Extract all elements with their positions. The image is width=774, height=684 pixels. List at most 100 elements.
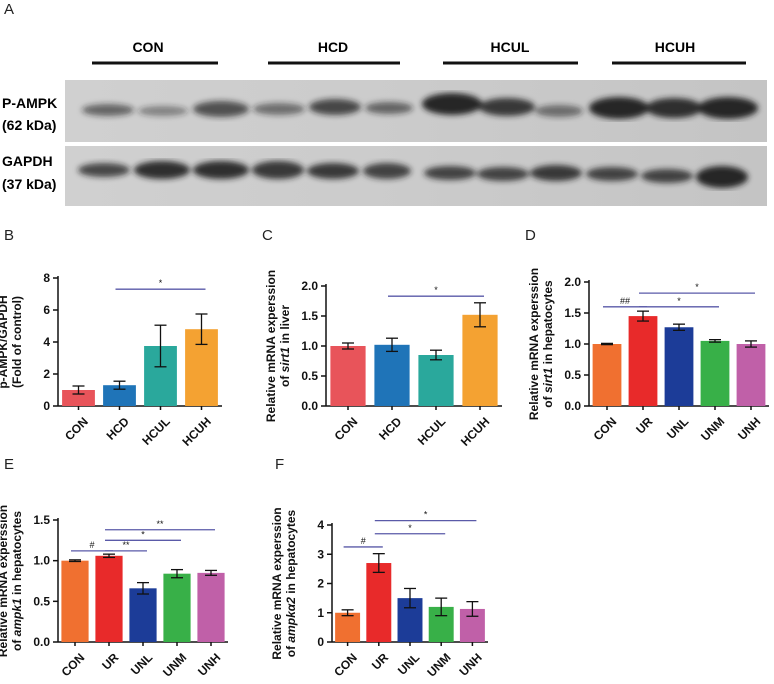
panel-e-bar-ur — [95, 555, 123, 642]
panel-d-category-label-unl: UNL — [664, 414, 691, 441]
panel-c-ylabel-line-1: of sirt1 in liver — [278, 305, 292, 387]
panel-b-category-label-hcuh: HCUH — [179, 414, 213, 448]
panel-e-ytick-label-3: 1.5 — [33, 513, 50, 527]
panel-letter-f: F — [275, 456, 285, 473]
blot-group-label-hcul: HCUL — [491, 39, 530, 55]
panel-b-significance-label-0: * — [159, 278, 163, 288]
panel-d-bar-unh — [736, 344, 766, 406]
panel-e-category-label-unl: UNL — [128, 650, 155, 677]
panel-e-ytick-label-0: 0.0 — [33, 635, 50, 649]
panel-e-ytick-label-2: 1.0 — [33, 554, 50, 568]
panel-e-bar-con — [61, 560, 89, 642]
panel-e-category-label-ur: UR — [99, 650, 121, 672]
panel-e-bar-unh — [197, 572, 225, 642]
panel-e-bar-unl — [129, 588, 157, 642]
panel-d-category-label-con: CON — [591, 414, 620, 443]
panel-d-ytick-label-2: 1.0 — [564, 337, 581, 351]
panel-c-ytick-label-4: 2.0 — [301, 279, 318, 293]
panel-b-ytick-label-0: 0 — [43, 399, 50, 413]
panel-letter-a: A — [4, 1, 15, 18]
panel-d-bar-unl — [664, 327, 694, 406]
chart-panel-f: 0 1 2 3 4 CON UR UNL UNM UNH # * * Relative mRNA expe… — [270, 507, 488, 680]
panel-c-ytick-label-1: 0.5 — [301, 369, 318, 383]
panel-f-category-label-unh: UNH — [456, 650, 484, 678]
panel-c-bar-con — [330, 346, 366, 406]
panel-d-bar-unm — [700, 340, 730, 406]
panel-f-significance-label-1: * — [408, 523, 412, 533]
panel-b-ytick-label-3: 6 — [43, 303, 50, 317]
panel-f-ytick-label-3: 3 — [317, 547, 324, 561]
western-blot: CON HCD HCUL HCUH P-AMPK (62 kDa) GAPDH … — [2, 39, 767, 206]
panel-d-significance-label-1: * — [677, 296, 681, 306]
panel-f-category-label-unm: UNM — [424, 650, 453, 679]
panel-b-category-label-con: CON — [62, 414, 91, 443]
panel-d-ylabel-line-1: of sirt1 in hepatocytes — [541, 280, 555, 408]
panel-f-ytick-label-1: 1 — [317, 606, 324, 620]
panel-d-significance-label-0: ## — [620, 296, 630, 306]
panel-c-ytick-label-0: 0.0 — [301, 399, 318, 413]
panel-e-significance-label-3: ** — [156, 519, 164, 529]
panel-d-significance-label-2: * — [695, 282, 699, 292]
panel-f-ytick-label-4: 4 — [317, 518, 324, 532]
panel-c-category-label-hcuh: HCUH — [458, 414, 492, 448]
panel-d-ytick-label-4: 2.0 — [564, 275, 581, 289]
panel-e-ylabel-line-1: of ampk1 in hepatocytes — [10, 511, 24, 651]
panel-c-ylabel-line-0: Relative mRNA experssion — [264, 270, 278, 422]
blot-row-size-pampk: (62 kDa) — [2, 117, 56, 133]
panel-c-category-label-hcul: HCUL — [415, 414, 448, 447]
panel-e-significance-label-2: * — [141, 529, 145, 539]
panel-d-category-label-unm: UNM — [698, 414, 727, 443]
panel-d-ytick-label-1: 0.5 — [564, 368, 581, 382]
panel-f-ytick-label-0: 0 — [317, 635, 324, 649]
panel-f-bar-ur — [366, 563, 392, 642]
panel-e-category-label-con: CON — [59, 650, 88, 679]
panel-c-bar-hcd — [374, 344, 410, 406]
panel-f-category-label-con: CON — [331, 650, 360, 679]
panel-b-ytick-label-1: 2 — [43, 367, 50, 381]
panel-e-bar-unm — [163, 573, 191, 642]
blot-membrane-pampk — [65, 80, 767, 142]
chart-panel-b: 0 2 4 6 8 CON HCD HCUL HCUH * p-AMPK/GAPDH (Fold of… — [0, 271, 222, 449]
panel-b-category-label-hcul: HCUL — [139, 414, 172, 447]
panel-f-ylabel-line-0: Relative mRNA experssion — [270, 507, 284, 659]
panel-e-category-label-unm: UNM — [160, 650, 189, 679]
panel-f-bar-con — [335, 612, 361, 642]
panel-d-bar-con — [592, 344, 622, 406]
blot-row-size-gapdh: (37 kDa) — [2, 176, 56, 192]
panel-e-category-label-unh: UNH — [195, 650, 223, 678]
blot-group-label-hcd: HCD — [318, 39, 348, 55]
panel-f-category-label-unl: UNL — [395, 650, 422, 677]
panel-d-bar-ur — [628, 316, 658, 406]
panel-f-significance-label-0: # — [361, 536, 366, 546]
panel-c-bar-hcul — [418, 355, 454, 406]
panel-d-ytick-label-0: 0.0 — [564, 399, 581, 413]
panel-b-ylabel-line-0: p-AMPK/GAPDH — [0, 295, 10, 388]
blot-group-labels: CON HCD HCUL HCUH — [132, 39, 695, 55]
panel-b-bar-hcd — [103, 385, 136, 406]
panel-c-category-label-con: CON — [332, 414, 361, 443]
panel-b-ylabel-line-1: (Fold of control) — [10, 296, 24, 388]
panel-e-significance-label-0: # — [89, 540, 94, 550]
chart-panel-c: 0.0 0.5 1.0 1.5 2.0 CON HCD HCUL HCUH * Relative m… — [264, 270, 502, 449]
panel-f-ylabel-line-1: of ampkα2 in hepatocytes — [284, 509, 298, 657]
panel-letter-b: B — [4, 227, 15, 244]
blot-row-label-pampk: P-AMPK — [2, 95, 57, 111]
panel-c-category-label-hcd: HCD — [376, 414, 405, 443]
panel-d-category-label-unh: UNH — [735, 414, 763, 442]
blot-group-label-con: CON — [132, 39, 163, 55]
panel-f-category-label-ur: UR — [369, 650, 391, 672]
panel-letter-e: E — [4, 456, 15, 473]
panel-b-ytick-label-2: 4 — [43, 335, 50, 349]
panel-b-bar-con — [62, 390, 95, 406]
panel-b-ytick-label-4: 8 — [43, 271, 50, 285]
panel-c-significance-label-0: * — [434, 285, 438, 295]
panel-c-ytick-label-3: 1.5 — [301, 309, 318, 323]
panel-b-category-label-hcd: HCD — [104, 414, 133, 443]
panel-d-ylabel-line-0: Relative mRNA experssion — [527, 268, 541, 420]
panel-f-significance-label-2: * — [424, 510, 428, 520]
panel-e-ylabel-line-0: Relative mRNA experssion — [0, 505, 10, 657]
blot-membrane-gapdh — [65, 146, 767, 206]
panel-c-bar-hcuh — [462, 314, 498, 406]
panel-d-ytick-label-3: 1.5 — [564, 306, 581, 320]
